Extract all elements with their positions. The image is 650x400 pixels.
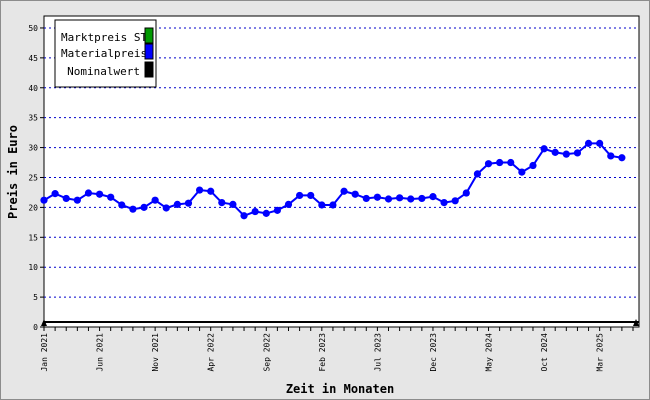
- data-point: [351, 190, 359, 198]
- y-tick-label: 25: [28, 173, 38, 182]
- data-point: [218, 199, 226, 207]
- y-tick-label: 0: [33, 323, 38, 332]
- data-point: [584, 139, 593, 147]
- data-point: [507, 158, 515, 167]
- data-point: [384, 195, 393, 203]
- data-point: [429, 193, 437, 201]
- data-point: [40, 196, 48, 204]
- data-point: [484, 160, 493, 168]
- y-axis-title: Preis in Euro: [6, 125, 20, 219]
- y-tick-label: 30: [28, 144, 38, 153]
- baseline-right-marker: [633, 319, 639, 326]
- y-axis-ticks: 0 5 10 15 20 25 30 35 40 45 50: [28, 24, 44, 332]
- data-point: [540, 145, 548, 153]
- x-axis-title: Zeit in Monaten: [286, 382, 394, 396]
- y-tick-label: 15: [28, 233, 38, 242]
- data-point: [496, 158, 504, 167]
- data-point: [240, 212, 248, 220]
- x-tick-label: Jan 2021: [40, 333, 49, 372]
- data-point: [396, 194, 404, 202]
- data-point: [207, 187, 215, 195]
- x-axis-baseline: [41, 319, 639, 326]
- data-point: [118, 201, 126, 209]
- data-point: [184, 199, 193, 207]
- series-layer: [40, 82, 626, 220]
- x-tick-label: Oct 2024: [540, 333, 549, 372]
- data-point: [195, 186, 204, 194]
- y-tick-label: 35: [28, 114, 38, 123]
- legend-box: [54, 19, 157, 88]
- legend-label-marktpreis: Marktpreis ST: [61, 31, 147, 44]
- data-point: [284, 200, 293, 208]
- x-tick-label: Mar 2025: [596, 333, 605, 372]
- x-tick-label: Jun 2021: [96, 333, 105, 372]
- data-point: [140, 203, 148, 211]
- data-point: [562, 150, 570, 158]
- x-axis-ticks: Jan 2021 Jun 2021 Nov 2021 Apr 2022 Sep 2022…: [40, 327, 634, 372]
- data-point: [129, 205, 137, 213]
- data-point: [307, 191, 315, 200]
- x-tick-label: Nov 2021: [151, 333, 160, 372]
- legend-swatch-materialpreis: [144, 43, 154, 60]
- data-point: [318, 201, 326, 209]
- legend-label-nominalwert: Nominalwert: [67, 65, 140, 78]
- legend: Marktpreis ST Materialpreis Nominalwert: [54, 19, 157, 88]
- data-point: [440, 199, 448, 207]
- data-point: [529, 161, 537, 170]
- data-point: [340, 187, 348, 195]
- data-point: [173, 200, 181, 208]
- data-point: [607, 152, 615, 160]
- y-tick-label: 10: [28, 263, 38, 272]
- data-point: [95, 190, 104, 198]
- data-point: [151, 196, 159, 204]
- data-point: [573, 149, 582, 157]
- data-point: [451, 197, 459, 205]
- x-tick-label: Jul 2023: [373, 333, 382, 372]
- data-point: [84, 189, 93, 197]
- y-tick-label: 45: [28, 54, 38, 63]
- grid-lines: [44, 27, 639, 298]
- data-point: [596, 139, 604, 147]
- y-tick-label: 20: [28, 203, 38, 212]
- y-tick-label: 40: [28, 84, 38, 93]
- data-point: [73, 196, 81, 204]
- data-point: [618, 154, 626, 162]
- data-point: [262, 209, 270, 217]
- data-point: [518, 168, 526, 176]
- x-tick-label: Sep 2022: [262, 333, 271, 372]
- data-point: [296, 191, 304, 200]
- data-point: [162, 204, 170, 212]
- data-point: [229, 200, 237, 208]
- data-point: [251, 207, 259, 216]
- data-point: [373, 193, 381, 201]
- x-tick-label: Apr 2022: [207, 333, 216, 372]
- y-tick-label: 50: [28, 24, 38, 33]
- data-point: [62, 194, 70, 203]
- data-point: [473, 170, 482, 178]
- x-tick-label: Dec 2023: [429, 333, 438, 372]
- baseline-left-marker: [41, 319, 47, 326]
- y-tick-label: 5: [33, 293, 38, 302]
- data-point: [551, 148, 559, 156]
- x-tick-label: Feb 2023: [318, 333, 327, 372]
- legend-swatch-nominalwert: [144, 61, 154, 78]
- data-point: [107, 193, 115, 201]
- legend-label-materialpreis: Materialpreis: [61, 47, 147, 60]
- data-point: [329, 201, 337, 209]
- data-point: [462, 189, 470, 197]
- data-point: [362, 194, 370, 203]
- x-tick-label: May 2024: [485, 333, 494, 372]
- data-point: [407, 195, 415, 203]
- data-point: [273, 206, 281, 214]
- data-point: [51, 190, 59, 198]
- data-point: [418, 194, 426, 203]
- legend-swatch-marktpreis: [144, 27, 154, 44]
